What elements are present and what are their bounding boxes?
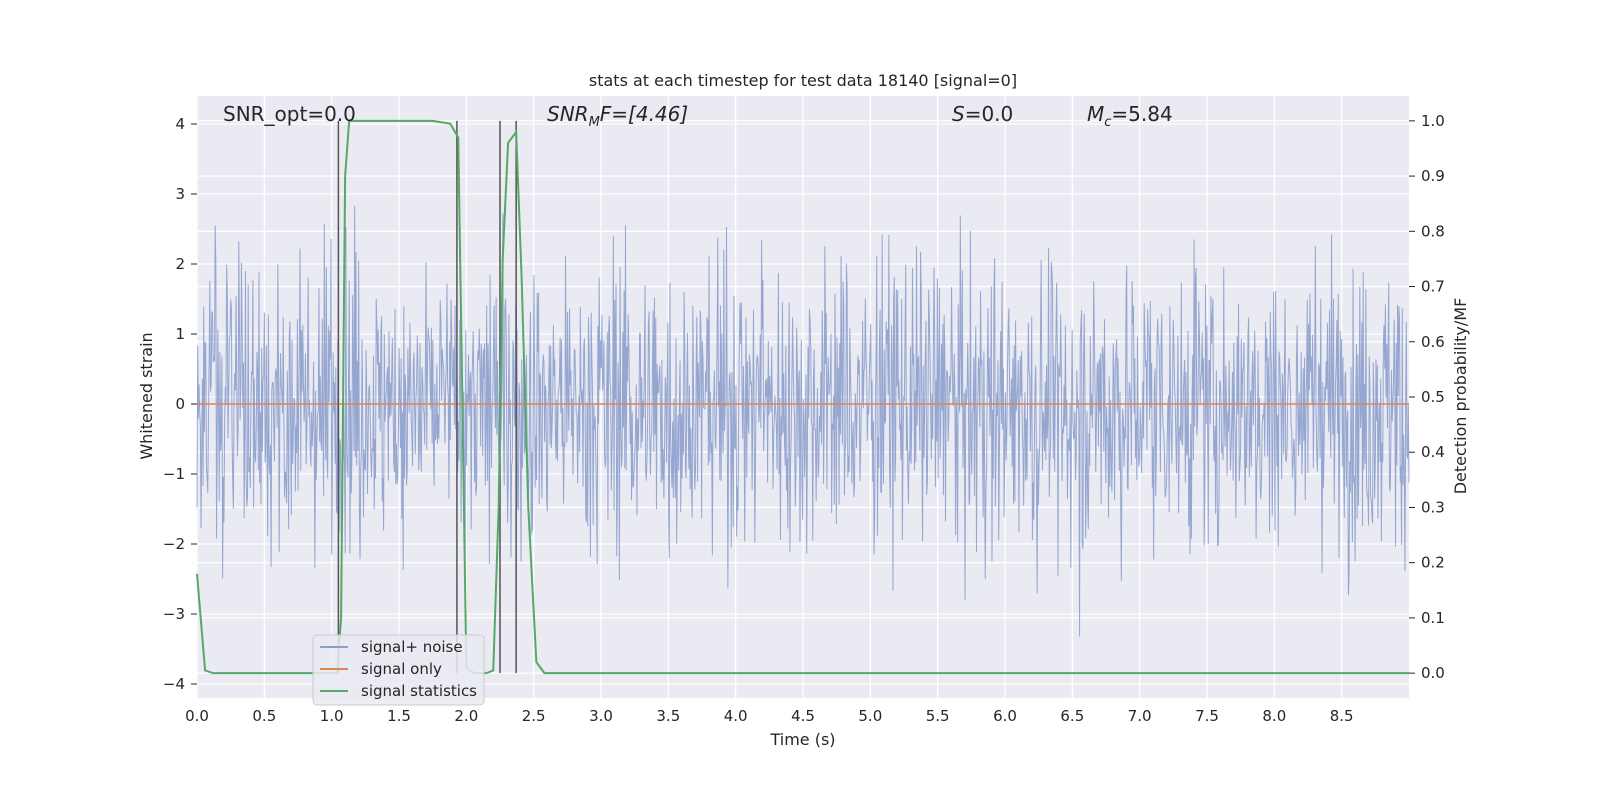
x-tick-label: 5.0 (858, 707, 882, 725)
y-right-tick-label: 0.0 (1421, 664, 1445, 682)
x-axis-label: Time (s) (769, 730, 835, 749)
x-tick-label: 8.0 (1262, 707, 1286, 725)
x-tick-label: 3.5 (656, 707, 680, 725)
y-tick-labels: −4 −3 −2 −1 0 1 2 3 4 (163, 115, 197, 693)
y-tick-label: 3 (175, 185, 185, 203)
x-tick-label: 7.0 (1128, 707, 1152, 725)
y-tick-label: −1 (163, 465, 185, 483)
y-tick-label: 1 (175, 325, 185, 343)
y-right-tick-label: 0.8 (1421, 222, 1445, 240)
y-right-tick-labels: 0.0 0.1 0.2 0.3 0.4 0.5 0.6 0.7 0.8 0.9 1.0 (1409, 112, 1445, 682)
y-right-tick-label: 0.2 (1421, 554, 1445, 572)
chart-title: stats at each timestep for test data 181… (589, 71, 1017, 90)
legend-label-signal-statistics: signal statistics (361, 682, 477, 700)
snr-opt-annotation: SNR_opt=0.0 (223, 102, 356, 126)
mc-main: M (1087, 102, 1104, 126)
s-rest: =0.0 (965, 102, 1014, 126)
signal-statistics-line (196, 119, 1409, 675)
y-right-tick-label: 0.9 (1421, 167, 1445, 185)
mc-annotation: Mc=5.84 (1087, 102, 1173, 130)
x-tick-label: 0.5 (252, 707, 276, 725)
y-right-tick-label: 0.3 (1421, 498, 1445, 516)
x-tick-label: 0.0 (185, 707, 209, 725)
y-right-axis-label: Detection probability/MF (1451, 298, 1470, 495)
s-annotation: S=0.0 (952, 102, 1013, 126)
x-tick-label: 1.0 (320, 707, 344, 725)
x-tick-label: 7.5 (1195, 707, 1219, 725)
x-tick-label: 2.5 (522, 707, 546, 725)
y-axis-label: Whitened strain (137, 332, 156, 459)
x-tick-label: 6.0 (993, 707, 1017, 725)
legend-label-signal-only: signal only (361, 660, 442, 678)
snr-mf-annotation: SNRMF=[4.46] (547, 102, 688, 130)
signal-noise-line (196, 205, 1410, 637)
x-tick-label: 2.0 (454, 707, 478, 725)
y-tick-label: −4 (163, 675, 185, 693)
x-tick-label: 3.0 (589, 707, 613, 725)
x-tick-label: 4.0 (724, 707, 748, 725)
y-tick-label: 0 (175, 395, 185, 413)
snr-mf-rest: F=[4.46] (600, 102, 688, 126)
legend: signal+ noise signal only signal statist… (312, 634, 485, 706)
legend-label-signal-noise: signal+ noise (361, 638, 463, 656)
s-main: S (952, 102, 965, 126)
y-tick-label: −2 (163, 535, 185, 553)
y-tick-label: 4 (175, 115, 185, 133)
y-right-tick-label: 0.7 (1421, 278, 1445, 296)
y-right-tick-label: 0.1 (1421, 609, 1445, 627)
signal-statistics-series (196, 119, 1409, 675)
y-tick-label: 2 (175, 255, 185, 273)
y-right-tick-label: 0.4 (1421, 443, 1445, 461)
y-right-tick-label: 1.0 (1421, 112, 1445, 130)
snr-mf-sub: M (589, 115, 600, 130)
x-tick-label: 8.5 (1330, 707, 1354, 725)
snr-mf-main: SNR (547, 102, 589, 126)
mc-rest: =5.84 (1111, 102, 1172, 126)
y-right-tick-label: 0.5 (1421, 388, 1445, 406)
y-tick-label: −3 (163, 605, 185, 623)
x-tick-label: 4.5 (791, 707, 815, 725)
signal-noise-series (196, 205, 1410, 637)
x-tick-label: 5.5 (926, 707, 950, 725)
legend-box (312, 634, 485, 706)
x-tick-label: 1.5 (387, 707, 411, 725)
x-tick-label: 6.5 (1060, 707, 1084, 725)
mc-sub: c (1104, 115, 1111, 130)
y-right-tick-label: 0.6 (1421, 333, 1445, 351)
x-tick-labels: 0.0 0.5 1.0 1.5 2.0 2.5 3.0 3.5 4.0 4.5 5.0 5.5 6.0 6… (185, 707, 1354, 725)
